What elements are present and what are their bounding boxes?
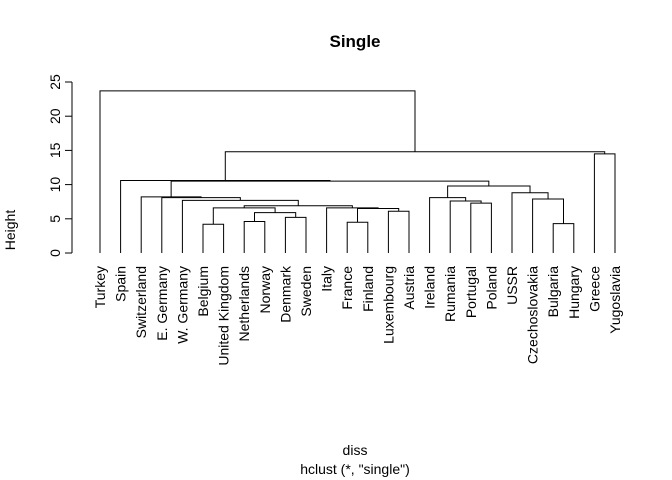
leaf-label: Greece [586,266,602,312]
dendrogram-branch [161,197,241,253]
leaf-label: Rumania [442,266,458,322]
dendrogram-branch [326,207,379,253]
leaf-label: USSR [504,266,520,305]
leaf-label: Austria [401,266,417,310]
leaf-label: Portugal [463,266,479,318]
dendrogram-branch [140,196,202,253]
y-tick-label: 20 [47,108,63,124]
dendrogram-branch [224,151,606,181]
dendrogram-branch [170,180,490,197]
leaf-label: W. Germany [174,266,190,344]
chart-title: Single [329,32,380,51]
dendrogram-branch [429,197,467,253]
leaf-labels: Turkey Spain Switzerland E. Germany W. Germa… [92,265,623,366]
chart-subtitle: hclust (*, "single") [300,461,410,477]
dendrogram-branch [202,223,225,253]
leaf-label: Turkey [92,266,108,308]
dendrogram-branch [120,179,331,253]
leaf-label: United Kingdom [216,266,232,366]
leaf-label: E. Germany [154,266,170,341]
leaf-label: Bulgaria [545,266,561,318]
leaf-label: Finland [360,266,376,312]
leaf-label: Yugoslavia [607,266,623,334]
dendrogram-branch [387,210,410,253]
y-tick-label: 0 [47,249,63,257]
y-tick-label: 25 [47,74,63,90]
leaf-label: Spain [113,266,129,302]
leaf-label: Ireland [422,266,438,309]
dendrogram-branch [532,198,564,253]
leaf-label: Poland [483,266,499,310]
leaf-label: Netherlands [236,266,252,342]
dendrogram-branches [99,90,616,253]
leaf-label: Switzerland [133,266,149,338]
dendrogram-branch [346,221,369,253]
dendrogram-branch [511,192,549,253]
dendrogram-branch [284,216,307,253]
dendrogram-branch [552,223,575,253]
leaf-label: Sweden [298,266,314,317]
leaf-label: Norway [257,266,273,313]
dendrogram-branch [357,208,400,223]
y-tick-label: 15 [47,142,63,158]
dendrogram-branch [99,90,416,253]
dendrogram-branch [243,221,266,253]
leaf-label: France [339,266,355,310]
leaf-label: Belgium [195,266,211,317]
y-tick-label: 10 [47,177,63,193]
dendrogram-branch [593,153,616,253]
dendrogram-branch [449,200,482,253]
y-axis-ticks: 0 5 10 15 20 25 [47,74,72,257]
leaf-label: Luxembourg [380,266,396,344]
y-tick-label: 5 [47,215,63,223]
leaf-label: Denmark [277,265,293,323]
leaf-label: Hungary [566,266,582,319]
dendrogram-branch [447,185,531,198]
leaf-label: Italy [319,266,335,292]
y-axis-label: Height [2,210,18,251]
dendrogram-branch [470,202,492,253]
x-axis-label: diss [343,442,368,458]
leaf-label: Czechoslovakia [525,266,541,364]
